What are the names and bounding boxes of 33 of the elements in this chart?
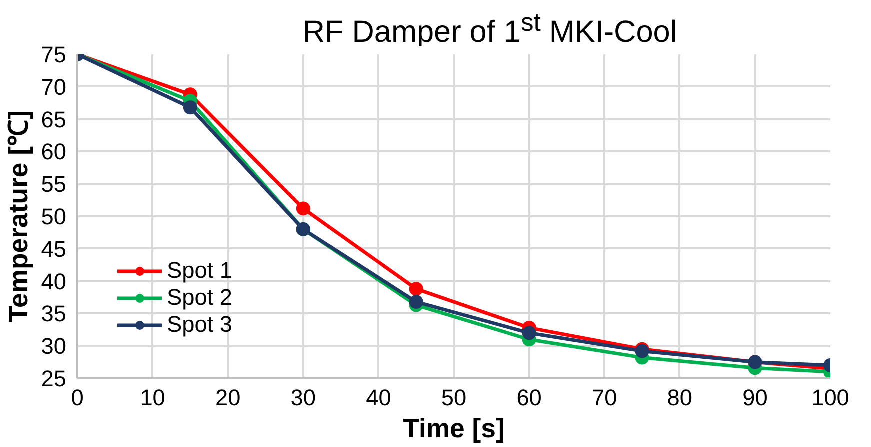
y-tick-label: 25 <box>41 366 66 392</box>
point <box>296 202 310 216</box>
x-axis-title: Time [s] <box>403 414 505 444</box>
y-axis-title: Temperature [℃] <box>3 110 34 322</box>
x-tick-label: 80 <box>667 384 693 410</box>
y-tick-label: 30 <box>41 333 66 360</box>
x-tick-label: 0 <box>71 384 84 410</box>
y-tick-label: 50 <box>41 204 66 230</box>
y-tick-label: 75 <box>41 42 66 68</box>
point <box>522 326 536 340</box>
y-tick-label: 70 <box>41 74 66 100</box>
point <box>409 295 424 310</box>
x-tick-label: 20 <box>216 384 241 410</box>
y-tick-label: 55 <box>41 171 66 198</box>
x-tick-label: 60 <box>516 384 542 410</box>
point <box>183 100 198 115</box>
x-tick-label: 40 <box>366 384 392 410</box>
y-tick-label: 65 <box>41 106 66 132</box>
x-tick-label: 100 <box>812 384 850 410</box>
x-tick-label: 30 <box>290 384 316 410</box>
x-tick-label: 50 <box>441 384 467 410</box>
x-tick-label: 70 <box>592 384 618 410</box>
x-tick-label: 90 <box>742 384 768 410</box>
x-tick-label: 10 <box>140 384 166 410</box>
point <box>409 282 424 296</box>
legend-label: Spot 3 <box>167 311 233 338</box>
y-tick-label: 45 <box>41 236 66 262</box>
chart-title: RF Damper of 1$^{st}$ MKI-Cool <box>302 8 678 52</box>
y-tick-label: 35 <box>41 300 66 327</box>
legend-label: Spot 1 <box>167 257 233 284</box>
y-tick-label: 40 <box>41 268 66 294</box>
y-tick-label: 60 <box>41 138 66 165</box>
legend-label: Spot 2 <box>167 284 233 311</box>
